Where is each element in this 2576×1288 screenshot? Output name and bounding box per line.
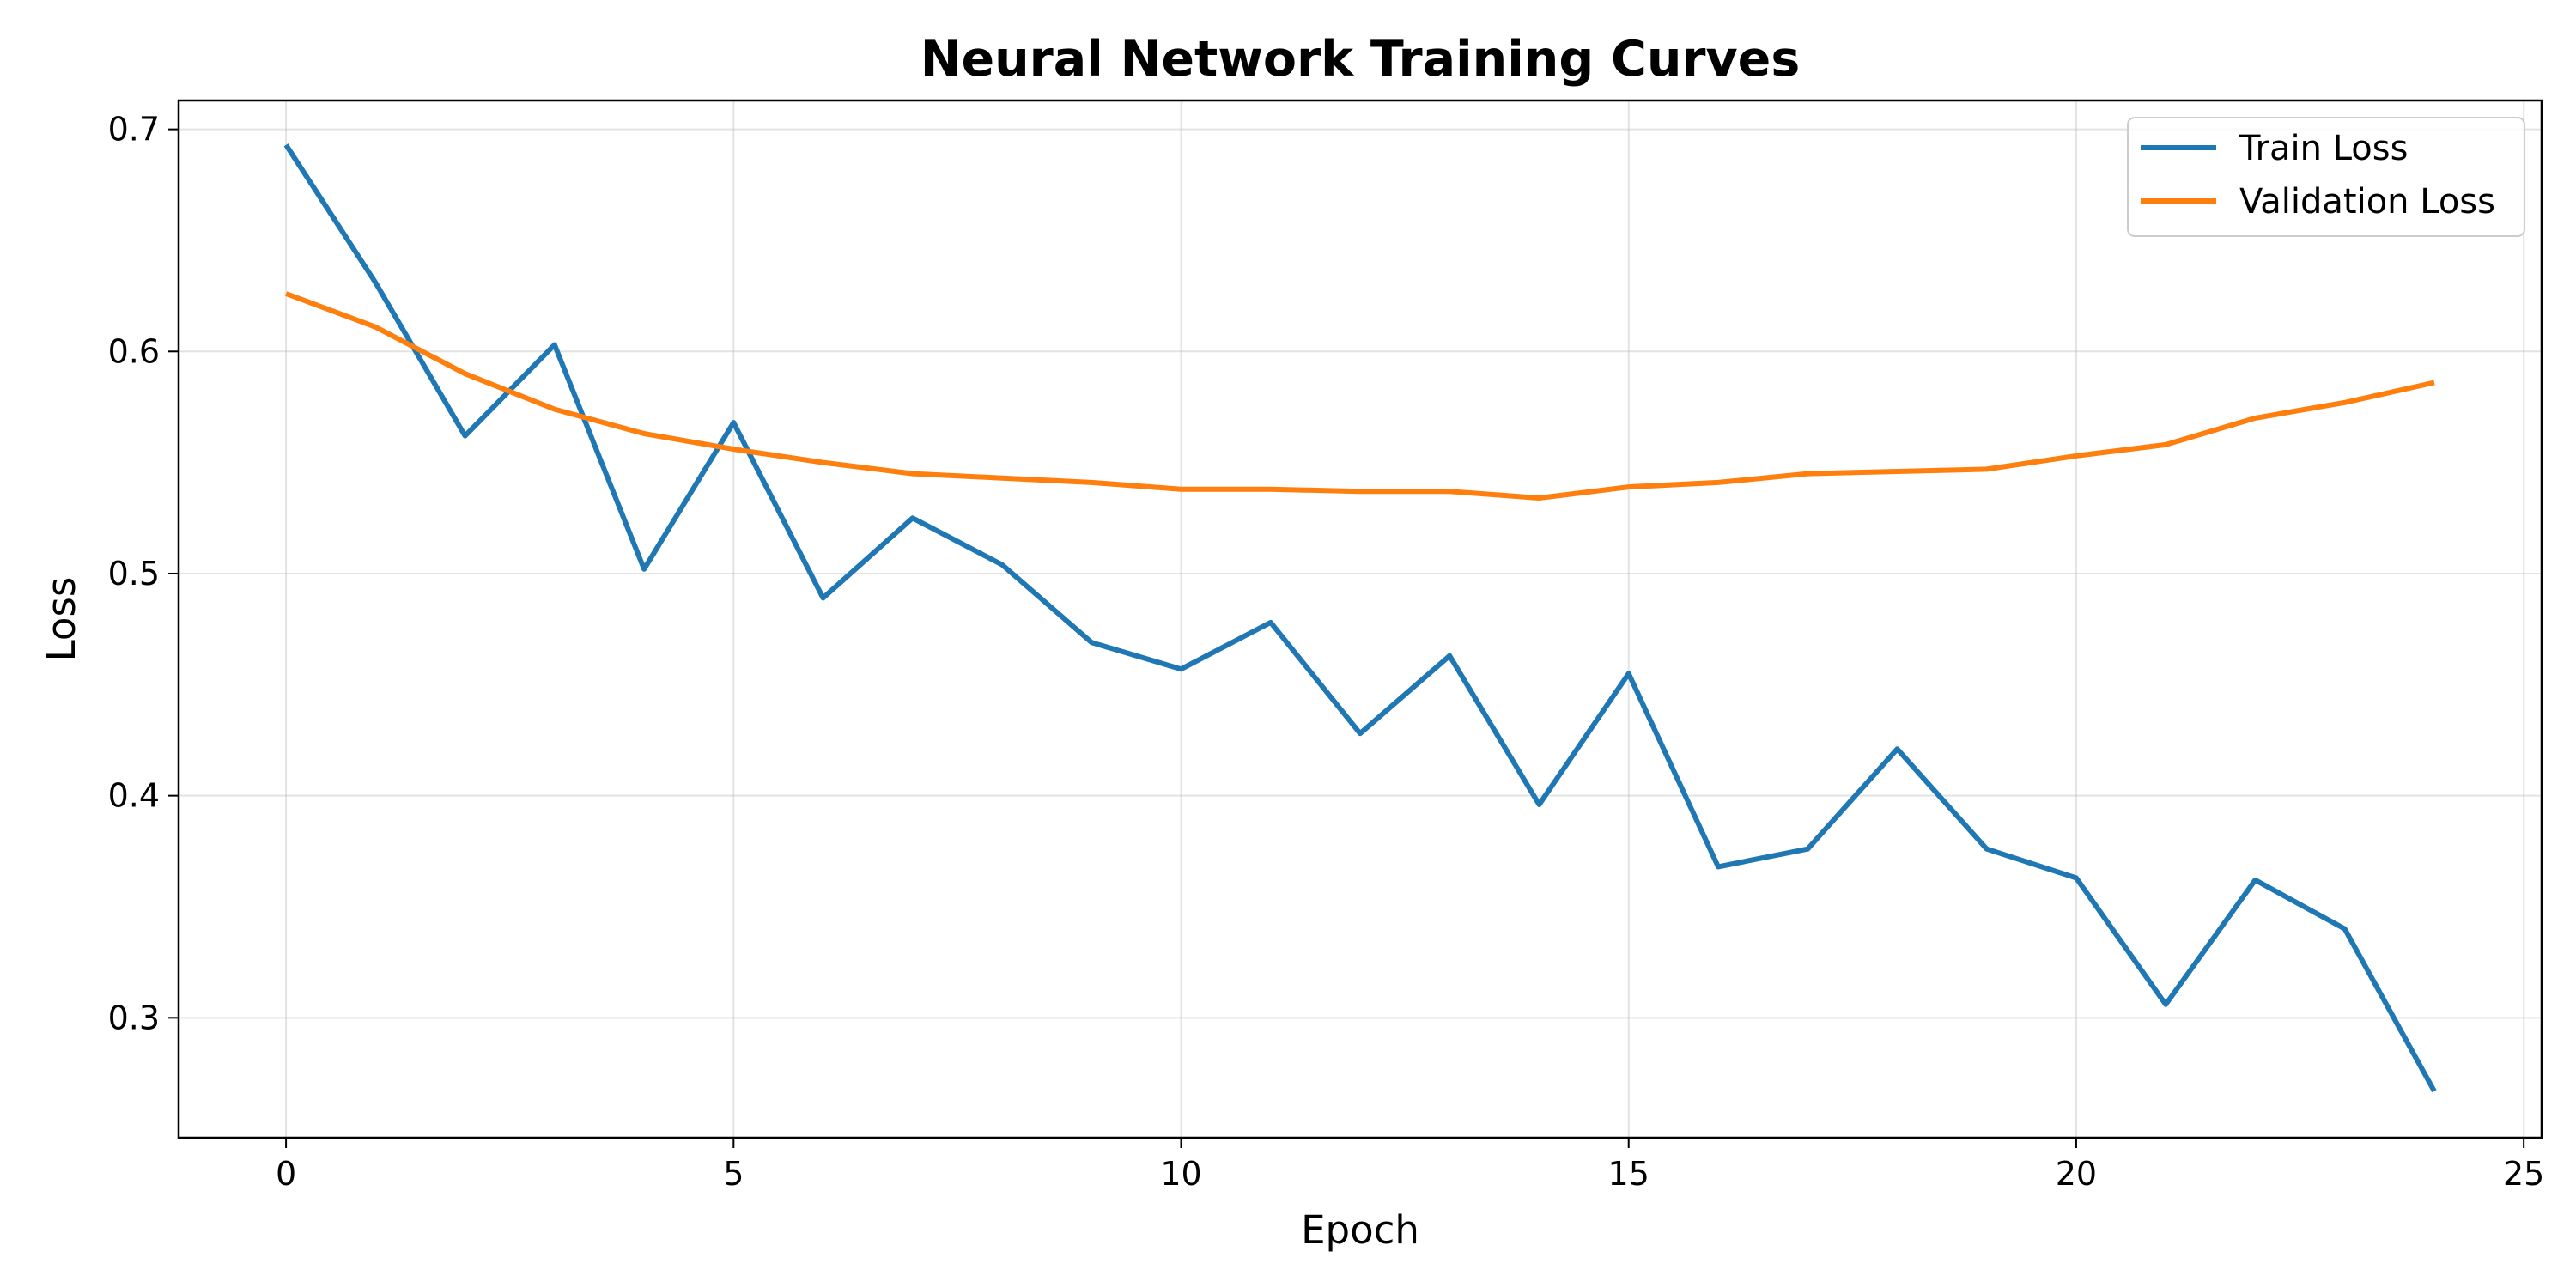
y-axis-label: Loss	[39, 577, 84, 662]
series-layer	[283, 143, 2437, 1093]
y-tick-label: 0.3	[108, 999, 160, 1036]
x-tick-label: 5	[723, 1155, 744, 1193]
series-line-0	[283, 143, 2437, 1093]
x-tick-label: 0	[276, 1155, 296, 1193]
chart-title: Neural Network Training Curves	[920, 31, 1801, 88]
x-tick-label: 20	[2056, 1155, 2097, 1193]
plot-frame	[177, 99, 2543, 1139]
legend-label-1: Validation Loss	[2239, 182, 2495, 222]
legend-label-0: Train Loss	[2239, 129, 2408, 168]
grid	[179, 100, 2542, 1138]
y-tick-label: 0.6	[108, 332, 160, 370]
y-tick-label: 0.4	[108, 777, 160, 815]
x-tick-label: 10	[1160, 1155, 1201, 1193]
legend-box	[2127, 117, 2525, 237]
y-tick-label: 0.7	[108, 111, 160, 149]
y-tick-label: 0.5	[108, 555, 160, 592]
x-axis-label: Epoch	[1301, 1207, 1419, 1253]
x-tick-label: 15	[1608, 1155, 1649, 1193]
axis-ticks: 0 5 10 15 20 25 0.3 0.4 0.5 0.6 0.7	[108, 111, 2545, 1193]
legend: Train Loss Validation Loss	[2127, 117, 2525, 237]
x-tick-label: 25	[2503, 1155, 2544, 1193]
series-line-1	[285, 291, 2435, 501]
